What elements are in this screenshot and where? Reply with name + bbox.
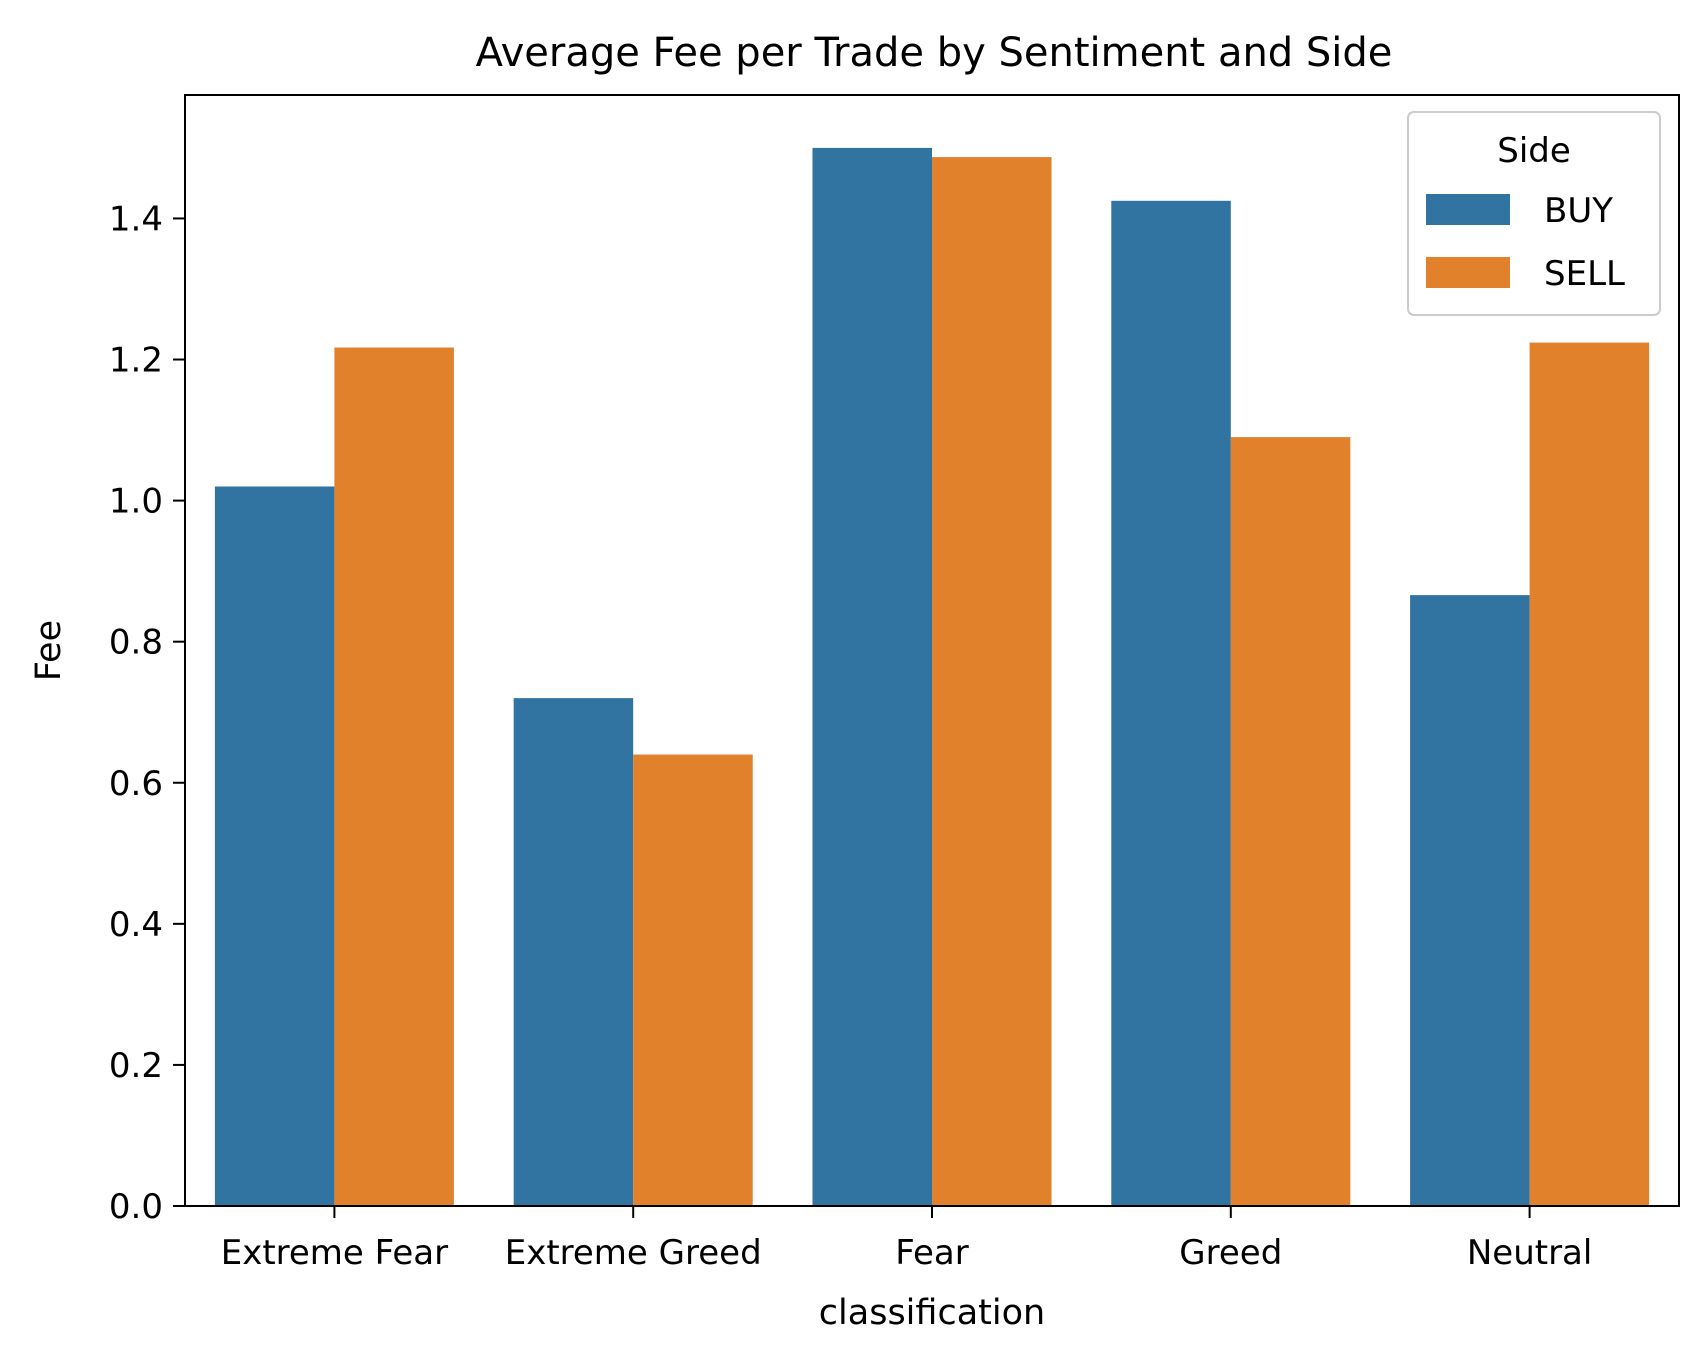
legend-label-buy: BUY <box>1544 191 1613 231</box>
bar-buy-extreme-fear <box>214 486 335 1206</box>
x-tick-label: Extreme Fear <box>221 1233 448 1273</box>
legend-swatch-buy <box>1426 194 1510 225</box>
y-tick-label: 1.0 <box>109 482 163 522</box>
y-axis: 0.0 0.2 0.4 0.6 0.8 1.0 1.2 1.4 <box>109 199 185 1227</box>
legend-title: Side <box>1497 131 1571 171</box>
bar-buy-greed <box>1111 200 1231 1207</box>
bar-buy-extreme-greed <box>513 698 634 1206</box>
bars-layer <box>214 147 1650 1207</box>
x-tick-label: Fear <box>895 1233 968 1273</box>
x-axis-label: classification <box>819 1293 1045 1333</box>
y-tick-label: 1.2 <box>109 341 163 381</box>
bar-sell-extreme-fear <box>334 347 454 1206</box>
bar-sell-neutral <box>1529 342 1650 1206</box>
bar-sell-fear <box>932 157 1052 1206</box>
bar-buy-fear <box>812 147 932 1206</box>
y-tick-label: 1.4 <box>109 199 163 239</box>
legend: Side BUY SELL <box>1407 111 1661 316</box>
x-tick-label: Extreme Greed <box>505 1233 762 1273</box>
bar-buy-neutral <box>1410 595 1530 1206</box>
chart-title: Average Fee per Trade by Sentiment and S… <box>476 30 1393 76</box>
bar-sell-extreme-greed <box>633 754 753 1206</box>
x-axis: Extreme Fear Extreme Greed Fear Greed Neutra… <box>221 1206 1593 1273</box>
y-tick-label: 0.2 <box>109 1046 163 1086</box>
y-tick-label: 0.4 <box>109 905 163 945</box>
legend-swatch-sell <box>1426 257 1510 288</box>
y-axis-label: Fee <box>29 620 69 681</box>
y-tick-label: 0.6 <box>109 764 163 804</box>
x-tick-label: Greed <box>1179 1233 1282 1273</box>
legend-label-sell: SELL <box>1544 254 1625 294</box>
x-tick-label: Neutral <box>1467 1233 1593 1273</box>
bar-sell-greed <box>1230 437 1351 1207</box>
y-tick-label: 0.8 <box>109 623 163 663</box>
y-tick-label: 0.0 <box>109 1187 163 1227</box>
